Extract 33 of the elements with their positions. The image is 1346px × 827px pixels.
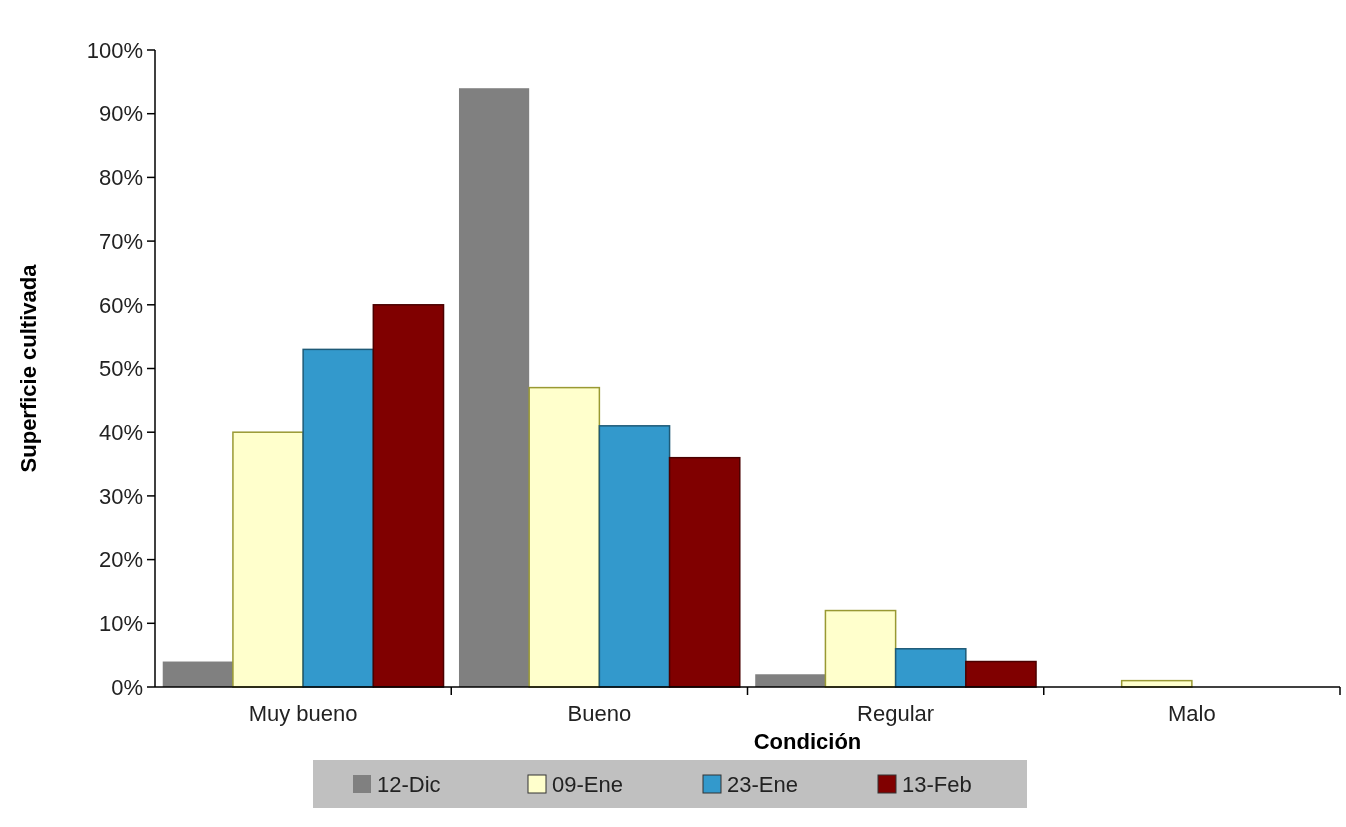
y-tick-label: 50%: [98, 356, 143, 382]
bar: [598, 425, 671, 688]
bar: [965, 660, 1037, 688]
y-tick-label: 40%: [98, 419, 143, 445]
bar: [372, 304, 445, 688]
legend-label: 09-Ene: [552, 771, 623, 797]
y-tick-label: 10%: [98, 611, 143, 636]
bar: [302, 348, 375, 688]
bar: [894, 648, 967, 688]
y-tick-label: 80%: [98, 165, 143, 191]
bar: [755, 674, 826, 687]
y-tick-label: 30%: [98, 483, 143, 509]
y-axis-title: Superficie cultivada: [16, 263, 41, 473]
y-tick-label: 0%: [111, 674, 143, 700]
x-tick-label: Bueno: [567, 701, 632, 726]
bar: [458, 88, 530, 687]
y-tick-label: 70%: [98, 228, 143, 254]
y-tick-label: 60%: [98, 292, 143, 318]
bar: [232, 431, 304, 688]
bar: [528, 386, 601, 688]
x-tick-label: Muy bueno: [248, 701, 358, 726]
legend-label: 13-Feb: [902, 771, 972, 797]
legend-label: 12-Dic: [377, 771, 441, 797]
bar: [824, 609, 897, 688]
legend-label: 23-Ene: [727, 771, 798, 797]
x-axis-title: Condición: [753, 729, 862, 754]
x-tick-label: Malo: [1168, 701, 1216, 726]
bar: [668, 456, 741, 688]
y-tick-label: 90%: [98, 101, 143, 127]
y-tick-label: 100%: [86, 37, 143, 63]
x-tick-label: Regular: [857, 701, 935, 726]
y-tick-label: 20%: [98, 547, 143, 573]
bar: [162, 661, 233, 687]
